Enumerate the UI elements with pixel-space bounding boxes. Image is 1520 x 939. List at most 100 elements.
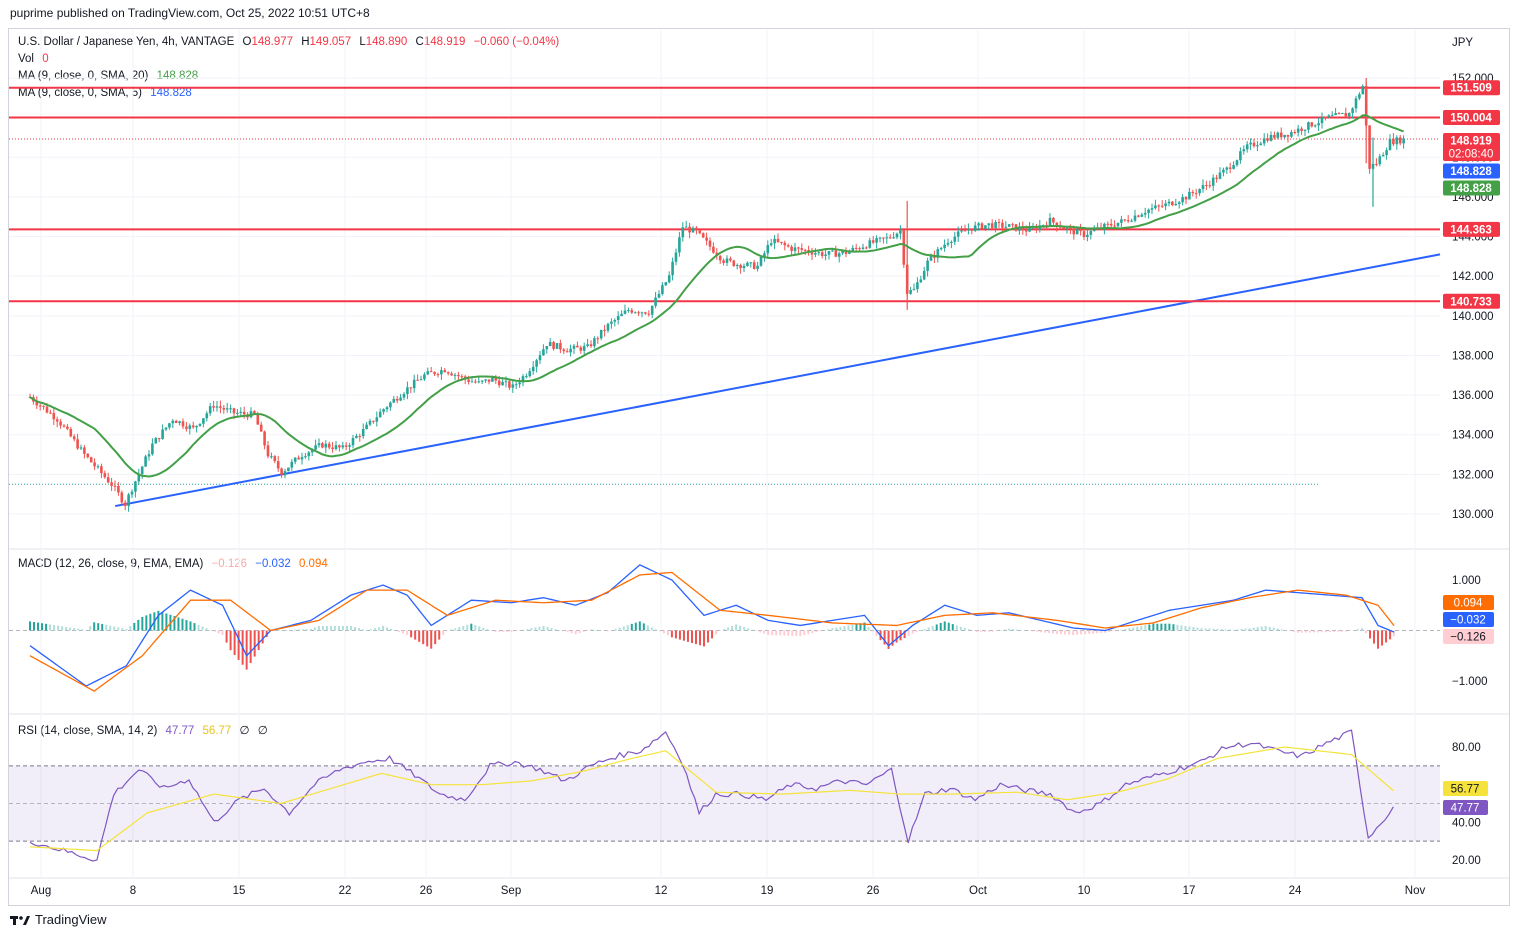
macd-histogram-bar [875, 630, 878, 636]
macd-histogram-bar [498, 630, 501, 632]
candle-body [596, 338, 600, 340]
macd-histogram-bar [1312, 630, 1315, 633]
candle-body [1324, 116, 1327, 118]
candle-body [1184, 197, 1188, 200]
candle-body [586, 344, 589, 347]
candle-body [504, 381, 508, 383]
macd-histogram-bar [767, 630, 770, 636]
macd-histogram-bar [1272, 627, 1275, 631]
macd-histogram-bar [694, 630, 697, 645]
macd-histogram-bar [77, 628, 80, 631]
candle-body [1160, 205, 1164, 207]
macd-histogram-bar [763, 630, 766, 634]
candle-body [1354, 98, 1358, 109]
candle-body [72, 436, 76, 440]
candle-body [1307, 122, 1310, 130]
candle-body [110, 482, 113, 486]
candle-body [1276, 132, 1280, 138]
macd-histogram-bar [281, 630, 284, 631]
macd-histogram-bar [438, 630, 441, 640]
candle-body [321, 443, 324, 448]
chart-frame [8, 28, 1510, 906]
candle-body [616, 316, 620, 321]
candle-body [174, 420, 178, 424]
macd-histogram-bar [943, 621, 946, 631]
candle-body [831, 250, 834, 252]
macd-histogram-bar [494, 630, 497, 632]
candle-body [518, 382, 521, 385]
macd-histogram-bar [233, 630, 236, 656]
macd-histogram-bar [1308, 630, 1311, 633]
macd-histogram-bar [518, 630, 521, 631]
candle-body [1215, 177, 1218, 179]
macd-histogram-bar [719, 630, 722, 631]
macd-histogram-bar [951, 624, 954, 631]
macd-histogram-bar [686, 630, 689, 642]
candle-body [514, 384, 518, 386]
macd-histogram-bar [654, 629, 657, 631]
candle-body [786, 245, 790, 247]
candle-body [1103, 223, 1106, 229]
macd-signal-value: 0.094 [298, 558, 328, 570]
macd-histogram-bar [502, 630, 505, 632]
macd-histogram-bar [173, 616, 176, 631]
candle-body [273, 456, 277, 462]
candle-body [297, 457, 300, 460]
candle-body [956, 231, 960, 237]
macd-histogram-bar [225, 630, 228, 643]
macd-histogram-bar [735, 624, 738, 631]
macd-histogram-bar [430, 630, 433, 649]
macd-histogram-bar [707, 630, 710, 643]
candle-body [290, 461, 294, 468]
candle-body [130, 491, 134, 495]
candle-body [147, 454, 151, 457]
candle-body [103, 473, 107, 478]
rsi-value-text: 47.77 [1451, 803, 1480, 815]
candle-body [1341, 113, 1344, 115]
macd-histogram-bar [610, 630, 613, 631]
candle-body [1266, 138, 1269, 141]
macd-histogram-bar [807, 630, 810, 635]
macd-histogram-bar [1188, 626, 1191, 631]
candle-body [300, 457, 304, 460]
price-label-box [1443, 180, 1500, 196]
macd-histogram-bar [550, 628, 553, 631]
candle-body [1337, 113, 1341, 115]
macd-histogram-bar [847, 625, 850, 631]
candle-body [195, 425, 198, 428]
candle-body [936, 249, 940, 258]
candle-body [470, 381, 474, 383]
macd-histogram-bar [205, 628, 208, 631]
macd-histogram-bar [1336, 630, 1339, 632]
macd-hist-value: −0.126 [211, 558, 248, 570]
macd-histogram-bar [883, 630, 886, 645]
y-tick-label: 130.000 [1452, 509, 1494, 521]
candle-body [38, 405, 42, 407]
macd-histogram-bar [386, 627, 389, 631]
macd-histogram-bar [1252, 627, 1255, 631]
candle-body [440, 370, 443, 375]
candle-body [878, 237, 882, 239]
candle-body [270, 456, 273, 458]
candle-body [1062, 227, 1065, 229]
macd-histogram-bar [530, 628, 533, 631]
candle-body [1069, 227, 1072, 229]
candle-body [457, 374, 460, 377]
candle-body [854, 247, 858, 249]
candle-body [1041, 224, 1045, 226]
macd-histogram-bar [666, 630, 669, 636]
x-tick-label: 8 [130, 885, 136, 897]
macd-histogram-bar [1236, 629, 1239, 631]
candle-body [1086, 234, 1089, 238]
x-tick-label: 24 [1289, 885, 1302, 897]
candle-body [1120, 219, 1123, 223]
tradingview-logo-icon [10, 915, 30, 925]
candle-body [1361, 86, 1365, 95]
macd-histogram-bar [57, 625, 60, 631]
macd-histogram-bar [390, 628, 393, 631]
candle-body [1133, 215, 1137, 221]
macd-histogram-bar [41, 623, 44, 631]
macd-histogram-bar [129, 625, 132, 631]
macd-histogram-bar [1064, 630, 1067, 635]
x-tick-label: Oct [969, 885, 988, 897]
